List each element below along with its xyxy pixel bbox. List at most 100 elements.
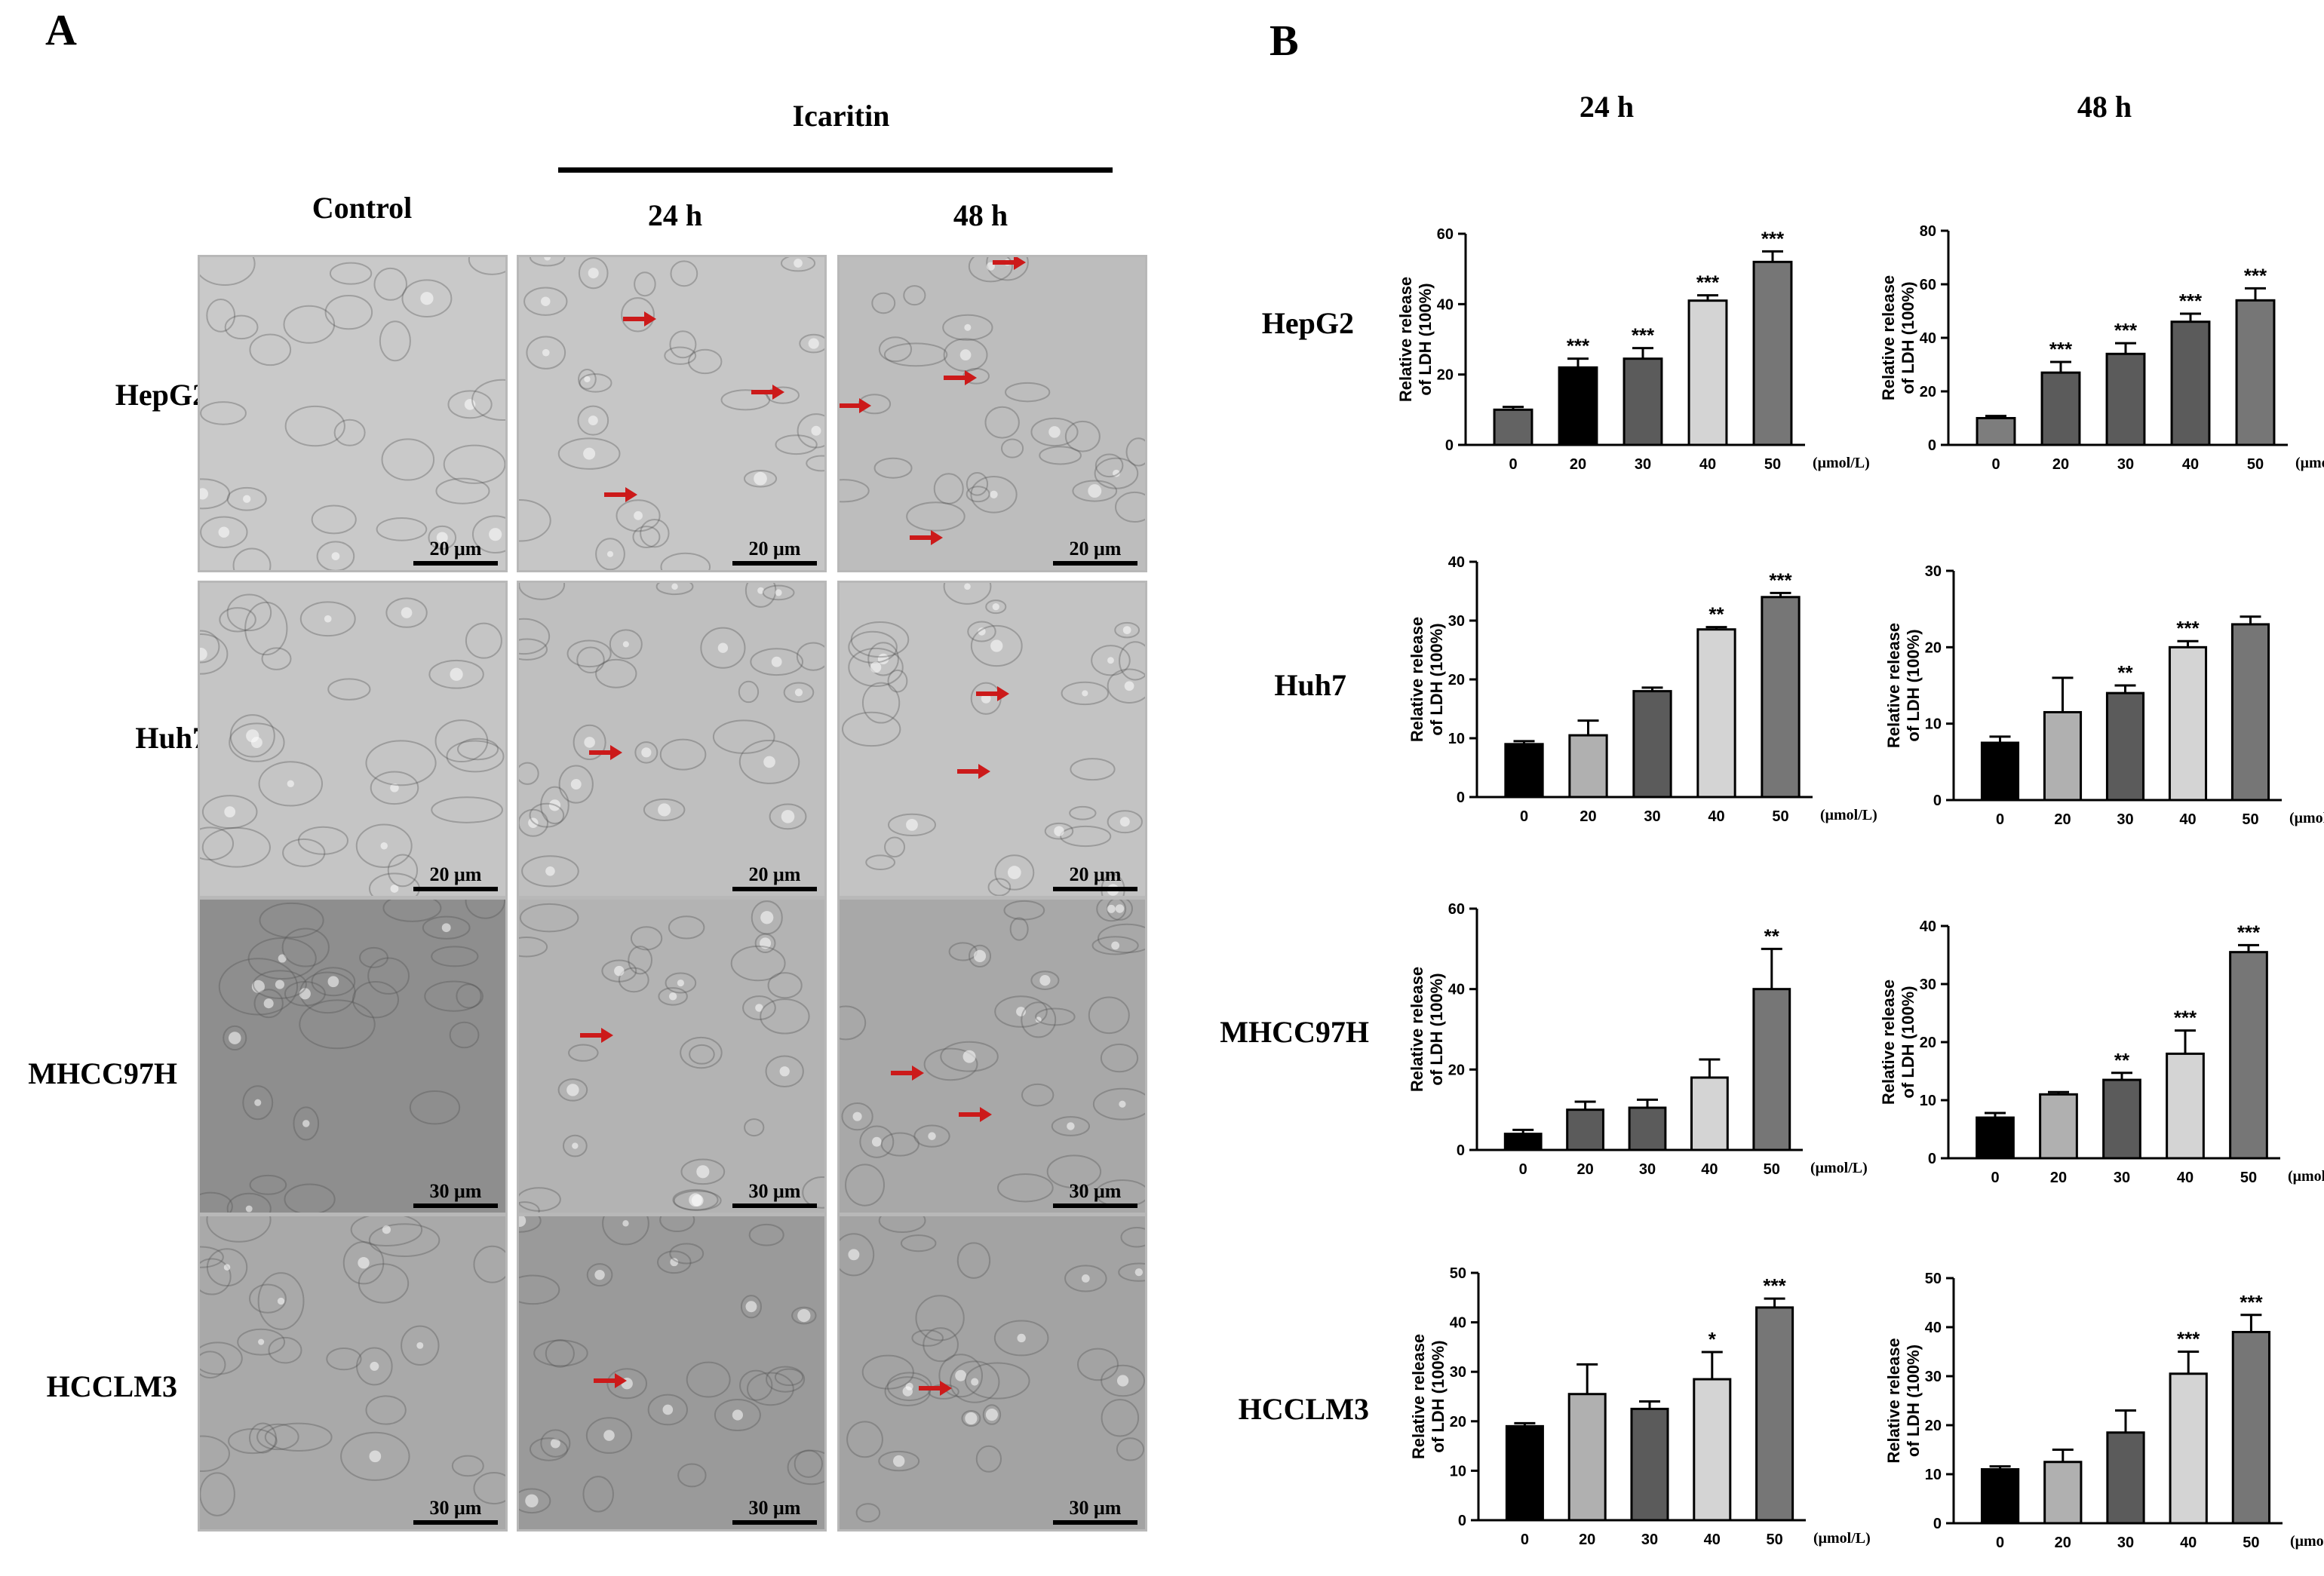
y-axis-label: Relative releaseof LDH (100%) <box>1396 277 1435 402</box>
micrograph-image: 20 μm <box>837 581 1147 898</box>
bar <box>1687 299 1728 446</box>
scale-bar-label: 20 μm <box>1069 863 1122 885</box>
significance-marker: ** <box>1764 924 1780 947</box>
bar <box>1690 1076 1729 1151</box>
y-tick-label: 20 <box>1925 1418 1942 1434</box>
x-tick-label: 40 <box>1708 808 1724 825</box>
chart-row-label-mhcc97h: MHCC97H <box>1220 1015 1369 1049</box>
scale-bar-line <box>1053 1520 1137 1525</box>
bar <box>1568 734 1608 799</box>
x-tick-label: 20 <box>1580 808 1596 825</box>
x-tick-label: 50 <box>1764 1161 1780 1178</box>
scale-bar-line <box>413 1203 498 1208</box>
cell-texture <box>200 257 505 570</box>
red-arrow-icon <box>919 1381 952 1396</box>
column-header-24h: 24 h <box>647 198 703 232</box>
y-tick-label: 40 <box>1437 296 1454 313</box>
y-tick-label: 10 <box>1925 716 1942 733</box>
y-axis-label: Relative releaseof LDH (100%) <box>1408 967 1446 1092</box>
row-label-huh7: Huh7 <box>135 721 207 755</box>
y-tick-label: 10 <box>1920 1093 1936 1109</box>
y-tick-label: 40 <box>1448 554 1465 571</box>
ldh-chart-hepg2-24h: 0 20 40 60 Relative releaseof LDH (100%) 0 ***… <box>1360 196 1903 498</box>
significance-marker: *** <box>2114 319 2138 342</box>
bar <box>1503 1133 1543 1151</box>
red-arrow-icon <box>751 385 784 400</box>
bar <box>1623 357 1663 446</box>
micrograph-image: 20 μm <box>198 581 508 898</box>
y-tick-label: 60 <box>1448 901 1465 918</box>
significance-marker: *** <box>2244 264 2267 287</box>
x-tick-label: 50 <box>1766 1532 1782 1548</box>
bar <box>2043 1461 2083 1525</box>
significance-marker: *** <box>2177 1328 2200 1351</box>
x-axis-unit: (μmol/L) <box>1813 455 1870 471</box>
bar <box>2168 645 2208 802</box>
scale-bar: 30 μm <box>413 1498 498 1525</box>
red-arrow-icon <box>976 686 1009 701</box>
cell-texture <box>519 583 824 888</box>
x-tick-label: 0 <box>1509 456 1517 473</box>
x-tick-label: 0 <box>1996 1535 2004 1551</box>
x-tick-label: 40 <box>1704 1532 1721 1548</box>
significance-marker: *** <box>2179 290 2203 312</box>
scale-bar-label: 30 μm <box>1069 1497 1122 1519</box>
y-axis-label: Relative releaseof LDH (100%) <box>1879 275 1917 400</box>
scale-bar-line <box>1053 1203 1137 1208</box>
y-tick-label: 30 <box>1920 977 1936 993</box>
x-tick-label: 0 <box>1996 811 2004 828</box>
bar <box>2039 1093 2078 1160</box>
scale-bar-label: 20 μm <box>748 538 801 560</box>
bar <box>2105 691 2145 802</box>
chart-row-label-huh7: Huh7 <box>1274 668 1346 702</box>
bar <box>1752 988 1791 1151</box>
scale-bar: 20 μm <box>413 538 498 566</box>
row-label-hccl m3: HCCLM3 <box>46 1369 177 1403</box>
treatment-label: Icaritin <box>792 99 890 133</box>
y-tick-label: 0 <box>1933 1516 1942 1532</box>
scale-bar-line <box>413 1520 498 1525</box>
panel-b-letter: B <box>1269 16 1299 65</box>
y-axis-label: Relative releaseof LDH (100%) <box>1884 1338 1923 1463</box>
y-tick-label: 20 <box>1450 1414 1466 1430</box>
y-tick-label: 80 <box>1920 223 1936 240</box>
y-tick-label: 40 <box>1920 330 1936 347</box>
y-tick-label: 0 <box>1457 1142 1465 1159</box>
x-tick-label: 0 <box>1991 1170 1999 1186</box>
x-tick-label: 20 <box>2054 811 2071 828</box>
bar <box>1752 260 1793 446</box>
y-tick-label: 40 <box>1448 982 1465 998</box>
significance-marker: *** <box>1763 1274 1786 1297</box>
y-tick-label: 30 <box>1450 1364 1466 1381</box>
cell-texture <box>840 1216 1145 1523</box>
red-arrow-icon <box>993 257 1026 270</box>
chart-time-header-24h: 24 h <box>1579 90 1635 124</box>
x-axis-unit: (μmol/L) <box>2290 1533 2324 1550</box>
y-axis-label: Relative releaseof LDH (100%) <box>1408 617 1446 742</box>
y-tick-label: 60 <box>1920 277 1936 293</box>
x-tick-label: 40 <box>2180 1535 2197 1551</box>
red-arrow-icon <box>944 370 977 385</box>
bar <box>2106 1431 2145 1525</box>
scale-bar: 30 μm <box>1053 1498 1137 1525</box>
scale-bar: 20 μm <box>1053 864 1137 891</box>
red-arrow-icon <box>891 1065 924 1081</box>
scale-bar-label: 30 μm <box>429 1180 482 1202</box>
bar <box>1980 741 2020 802</box>
y-tick-label: 10 <box>1925 1467 1942 1483</box>
x-tick-label: 30 <box>1639 1161 1656 1178</box>
x-tick-label: 0 <box>1991 456 2000 473</box>
x-tick-label: 30 <box>1644 808 1660 825</box>
ldh-chart-huh7-24h: 0 10 20 30 40 Relative releaseof LDH (100%) 0 2… <box>1371 524 1911 850</box>
ldh-chart-mhcc97h-48h: 0 10 20 30 40 Relative releaseof LDH (100%) 0 2… <box>1843 888 2324 1211</box>
scale-bar-label: 30 μm <box>748 1180 801 1202</box>
red-arrow-icon <box>580 1028 613 1043</box>
red-arrow-icon <box>623 311 656 327</box>
y-tick-label: 50 <box>1450 1265 1466 1282</box>
micrograph-image: 30 μm <box>837 1214 1147 1532</box>
x-tick-label: 0 <box>1520 808 1528 825</box>
bar <box>2231 1331 2271 1525</box>
bar <box>1632 690 1672 799</box>
x-tick-label: 50 <box>2243 1535 2259 1551</box>
x-tick-label: 20 <box>2050 1170 2067 1186</box>
